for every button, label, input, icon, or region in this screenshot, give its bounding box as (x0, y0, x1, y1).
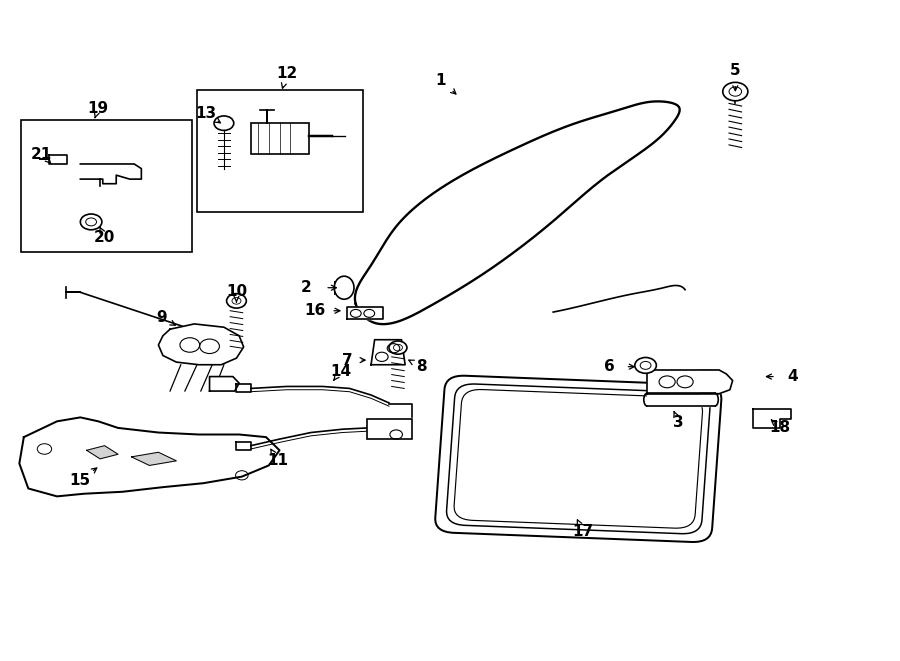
Polygon shape (158, 324, 244, 365)
Polygon shape (131, 452, 176, 465)
Polygon shape (753, 409, 791, 428)
Text: 15: 15 (70, 473, 91, 488)
Text: 20: 20 (94, 229, 115, 245)
Text: 8: 8 (416, 359, 427, 374)
FancyBboxPatch shape (446, 384, 710, 533)
FancyBboxPatch shape (454, 389, 703, 528)
Ellipse shape (334, 276, 354, 299)
Circle shape (214, 116, 234, 130)
Text: 14: 14 (330, 364, 351, 379)
Text: 21: 21 (32, 147, 52, 161)
Text: 6: 6 (604, 359, 615, 374)
Polygon shape (86, 446, 118, 459)
Polygon shape (210, 377, 239, 391)
Text: 7: 7 (341, 352, 352, 368)
Polygon shape (80, 164, 141, 184)
Polygon shape (647, 393, 715, 407)
Circle shape (389, 341, 407, 354)
Polygon shape (699, 370, 733, 394)
Text: 3: 3 (673, 415, 684, 430)
Circle shape (634, 358, 656, 373)
Circle shape (80, 214, 102, 230)
Bar (197, 91, 363, 212)
FancyBboxPatch shape (436, 375, 722, 542)
Bar (367, 419, 412, 439)
Text: 12: 12 (276, 66, 297, 81)
Bar (21, 120, 192, 252)
Text: 17: 17 (572, 524, 593, 539)
Polygon shape (371, 340, 405, 365)
Polygon shape (237, 442, 251, 450)
Text: 19: 19 (87, 100, 109, 116)
Text: 13: 13 (195, 106, 217, 121)
Text: 5: 5 (730, 63, 741, 78)
Text: 9: 9 (156, 310, 166, 325)
Polygon shape (346, 307, 382, 319)
Polygon shape (647, 370, 719, 394)
Circle shape (227, 293, 247, 308)
Text: 11: 11 (267, 453, 288, 469)
Polygon shape (237, 385, 251, 393)
Text: 2: 2 (302, 280, 311, 295)
Circle shape (723, 83, 748, 100)
Bar (251, 123, 309, 154)
Text: 18: 18 (770, 420, 791, 436)
Text: 1: 1 (436, 73, 446, 88)
Polygon shape (19, 417, 280, 496)
Text: 16: 16 (305, 303, 326, 318)
Text: 4: 4 (788, 369, 798, 384)
Text: 10: 10 (226, 284, 247, 299)
Polygon shape (49, 155, 67, 164)
